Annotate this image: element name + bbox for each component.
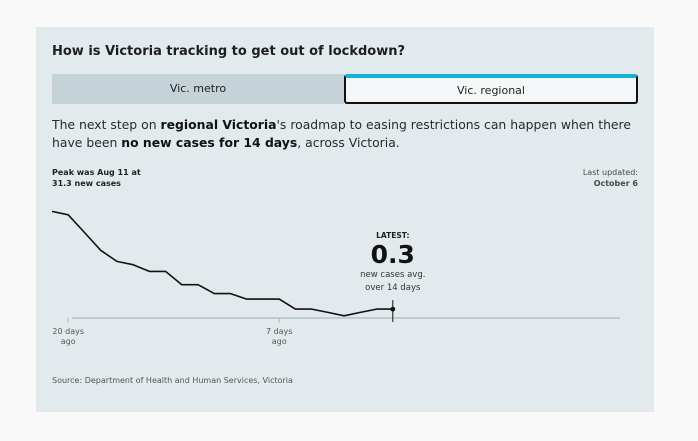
- last-updated-note: Last updated: October 6: [583, 167, 638, 189]
- tab-vic-metro[interactable]: Vic. metro: [52, 74, 344, 104]
- tab-vic-regional[interactable]: Vic. regional: [344, 74, 638, 104]
- x-tick-label: 20 days: [52, 327, 84, 336]
- description-bold-condition: no new cases for 14 days: [121, 135, 298, 150]
- description-part: , across Victoria.: [297, 135, 400, 150]
- latest-caption-line: new cases avg.: [360, 270, 425, 280]
- description-part: The next step on: [52, 117, 161, 132]
- series-line-new-cases: [51, 210, 393, 317]
- latest-point: [390, 306, 396, 312]
- latest-label: LATEST:: [376, 231, 409, 240]
- x-tick-label: 7 days: [266, 327, 293, 336]
- x-tick-label: ago: [272, 337, 287, 346]
- chart-title: How is Victoria tracking to get out of l…: [52, 44, 406, 59]
- last-updated-label: Last updated:: [582, 168, 638, 177]
- description-part: 's roadmap to easing restrictions can ha…: [52, 117, 631, 150]
- peak-note-line: 31.3 new cases: [52, 179, 121, 188]
- latest-caption-line: over 14 days: [365, 283, 421, 293]
- last-updated-date: October 6: [593, 179, 638, 188]
- peak-note-line: Peak was Aug 11 at: [52, 168, 141, 177]
- x-tick-label: ago: [61, 337, 76, 346]
- description-text: The next step on regional Victoria's roa…: [52, 116, 646, 152]
- source-note: Source: Department of Health and Human S…: [52, 376, 293, 385]
- description-bold-region: regional Victoria: [160, 117, 277, 132]
- latest-value: 0.3: [371, 240, 415, 269]
- chart-card: How is Victoria tracking to get out of l…: [36, 27, 654, 412]
- peak-note: Peak was Aug 11 at 31.3 new cases: [52, 167, 141, 189]
